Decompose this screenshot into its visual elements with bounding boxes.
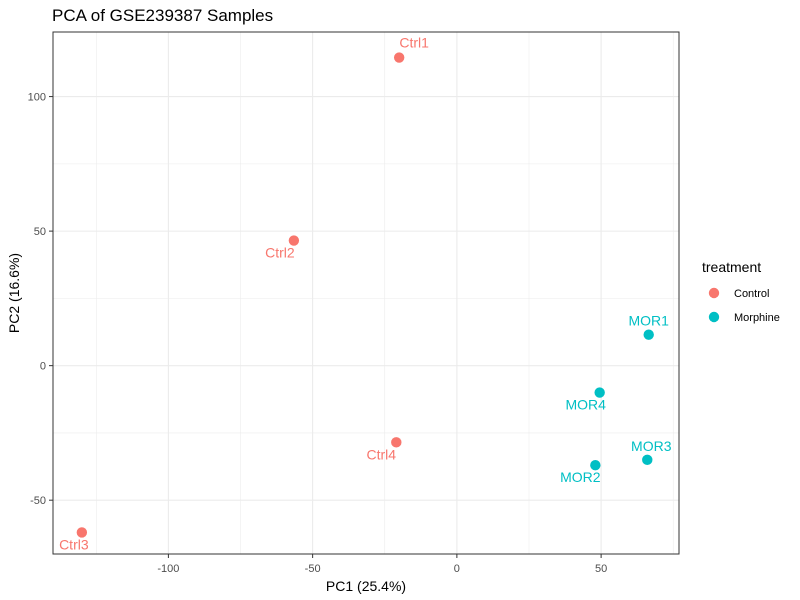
- y-tick-label: 100: [28, 92, 46, 104]
- point-label-ctrl2: Ctrl2: [265, 245, 295, 261]
- data-points: [76, 52, 654, 538]
- y-tick-label: 0: [40, 361, 46, 373]
- point-label-mor1: MOR1: [628, 313, 669, 329]
- y-axis-title: PC2 (16.6%): [6, 253, 22, 333]
- point-labels: Ctrl1 Ctrl2 Ctrl3 Ctrl4 MOR1 MOR2 MOR3 MOR4: [59, 35, 672, 553]
- point-label-mor4: MOR4: [565, 397, 606, 413]
- point-label-mor3: MOR3: [631, 438, 672, 454]
- x-tick-label: 0: [454, 563, 460, 575]
- axis-ticks: -100 -50 0 50 -50 0 50 100: [28, 92, 608, 575]
- data-point-mor1: [643, 329, 654, 340]
- x-tick-label: -50: [305, 563, 321, 575]
- legend: treatment Control Morphine: [702, 259, 780, 324]
- data-point-ctrl1: [393, 52, 405, 63]
- y-tick-label: -50: [30, 495, 46, 507]
- legend-title: treatment: [702, 259, 761, 275]
- x-axis-title: PC1 (25.4%): [326, 578, 406, 594]
- data-point-mor2: [590, 460, 601, 471]
- point-label-ctrl4: Ctrl4: [367, 446, 397, 462]
- legend-key-morphine: [708, 311, 720, 323]
- point-label-ctrl1: Ctrl1: [399, 35, 429, 51]
- data-point-ctrl3: [76, 527, 88, 538]
- y-tick-label: 50: [34, 226, 46, 238]
- legend-key-control: [708, 287, 720, 299]
- legend-label-morphine: Morphine: [734, 312, 780, 324]
- point-label-ctrl3: Ctrl3: [59, 536, 89, 552]
- data-point-mor3: [642, 454, 653, 466]
- panel-border: [52, 31, 680, 555]
- x-tick-label: -100: [157, 563, 179, 575]
- chart-title: PCA of GSE239387 Samples: [52, 6, 273, 25]
- data-point-ctrl2: [288, 235, 300, 246]
- point-label-mor2: MOR2: [560, 469, 601, 485]
- data-point-mor4: [594, 387, 605, 398]
- grid: [53, 32, 679, 554]
- x-tick-label: 50: [595, 563, 607, 575]
- legend-label-control: Control: [734, 288, 769, 300]
- data-point-ctrl4: [391, 437, 402, 448]
